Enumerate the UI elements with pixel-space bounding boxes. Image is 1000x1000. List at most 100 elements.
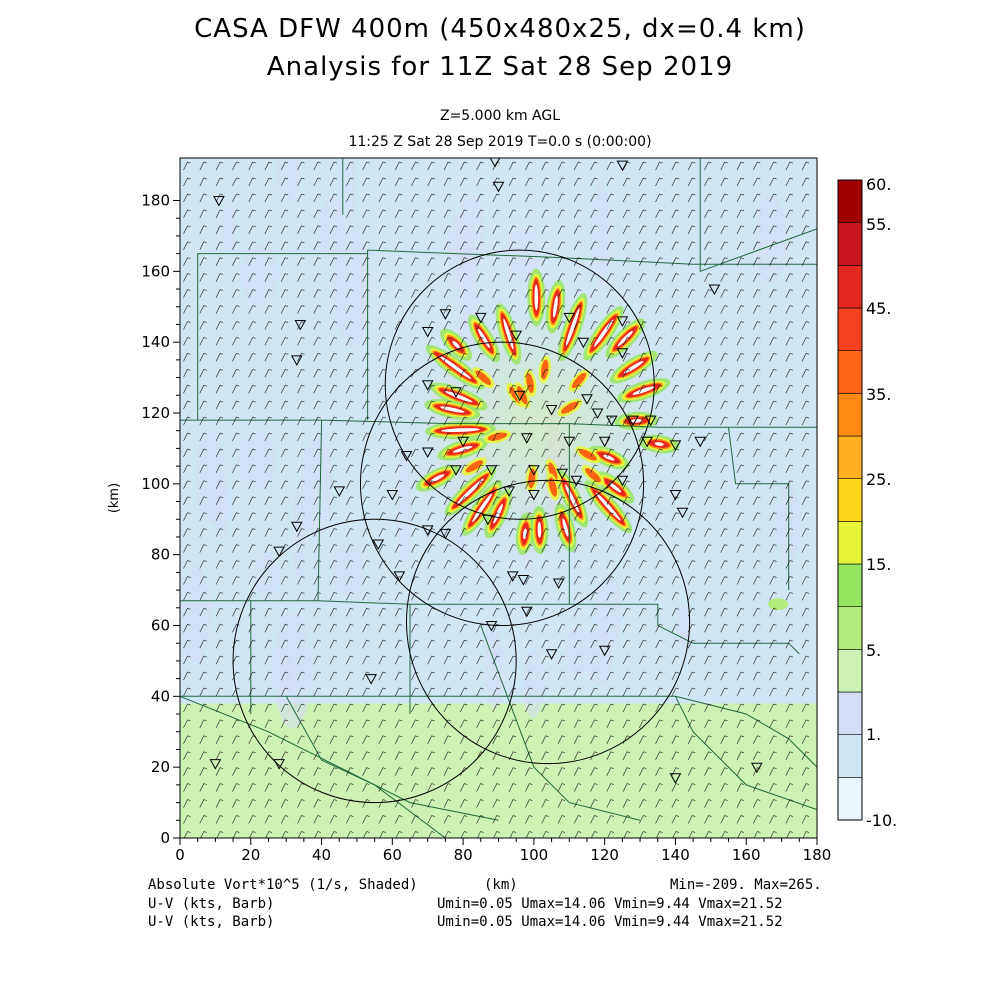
colorbar-swatch — [837, 520, 863, 565]
station-marker — [577, 337, 590, 349]
vorticity-streak — [527, 268, 546, 327]
colorbar-swatch — [837, 307, 863, 352]
x-tick-label: 120 — [590, 846, 619, 864]
radar-range-ring — [232, 518, 517, 804]
station-marker — [644, 415, 657, 427]
colorbar-label: 15. — [866, 555, 891, 574]
radar-range-ring — [359, 341, 645, 627]
chart-subtitle: Analysis for 11Z Sat 28 Sep 2019 — [266, 52, 734, 82]
barb-label-1: U-V (kts, Barb) — [148, 896, 275, 912]
vorticity-streak — [605, 318, 646, 359]
streak-core — [562, 518, 569, 537]
station-marker — [503, 486, 515, 497]
field-patch — [675, 603, 692, 644]
x-tick-label: 80 — [454, 846, 473, 864]
station-marker — [528, 490, 540, 501]
station-marker — [616, 316, 629, 327]
station-marker — [290, 355, 303, 366]
station-marker — [333, 486, 346, 497]
station-marker — [708, 284, 721, 296]
county-line — [180, 695, 817, 768]
station-marker — [457, 436, 469, 448]
streak-core — [552, 295, 558, 318]
station-marker — [372, 539, 385, 551]
field-patch — [254, 553, 279, 602]
streak-orange — [548, 462, 558, 482]
field-patch — [565, 626, 590, 675]
station-marker — [528, 465, 540, 476]
station-marker — [492, 181, 505, 193]
x-tick-label: 160 — [732, 846, 761, 864]
station-marker — [552, 578, 565, 590]
colorbar-swatch — [837, 478, 863, 522]
colorbar-frame — [837, 179, 863, 821]
min-max-label: Min=-209. Max=265. — [670, 877, 822, 893]
colorbar-swatch — [837, 734, 863, 778]
streak-core — [654, 442, 664, 446]
streak-core — [444, 390, 473, 403]
station-marker — [616, 348, 629, 359]
county-line — [699, 158, 817, 273]
colorbar-label: -10. — [866, 811, 897, 830]
station-marker — [598, 436, 611, 448]
radar-range-rings — [232, 249, 691, 804]
colorbar-swatch — [837, 691, 863, 736]
field-patch — [211, 475, 231, 540]
y-tick-label: 140 — [141, 333, 170, 351]
x-tick-label: 0 — [175, 846, 185, 864]
streak-core — [595, 492, 621, 521]
chart-title: CASA DFW 400m (450x480x25, dx=0.4 km) — [194, 14, 806, 44]
radar-range-ring — [384, 249, 655, 520]
field-patch — [301, 437, 333, 537]
streak-core — [603, 454, 615, 461]
vorticity-streak — [484, 489, 512, 539]
vorticity-streak — [515, 512, 535, 556]
vorticity-streak — [588, 445, 630, 470]
streak-core — [565, 308, 580, 346]
streak-core — [630, 419, 643, 423]
colorbar-label: 55. — [866, 215, 891, 234]
y-tick-label: 180 — [141, 192, 170, 210]
x-tick-label: 180 — [803, 846, 832, 864]
vorticity-field — [180, 158, 817, 838]
colorbar-label: 1. — [866, 725, 881, 744]
station-marker — [485, 465, 498, 476]
station-marker — [209, 759, 222, 770]
streak-orange — [487, 432, 508, 441]
station-marker — [616, 475, 629, 487]
y-tick-label: 100 — [141, 475, 170, 493]
station-marker — [581, 394, 593, 405]
county-line — [317, 420, 323, 601]
station-marker — [598, 645, 611, 657]
streak-orange — [475, 370, 492, 385]
colorbar-swatch — [837, 222, 863, 266]
station-marker — [510, 330, 523, 342]
station-marker — [439, 309, 452, 320]
vorticity-streak — [424, 398, 481, 421]
station-marker — [669, 773, 682, 784]
field-low-level-band — [180, 703, 817, 838]
station-marker — [421, 327, 434, 338]
vorticity-streak-inner — [557, 398, 583, 417]
field-patch — [396, 453, 412, 568]
y-tick-label: 40 — [151, 687, 170, 705]
streak-core — [564, 484, 580, 513]
county-boundaries — [180, 158, 817, 838]
station-marker — [273, 759, 285, 770]
station-marker — [290, 521, 303, 533]
barb-label-2: U-V (kts, Barb) — [148, 914, 275, 930]
station-marker — [616, 160, 629, 172]
vorticity-streak-inner — [568, 369, 590, 392]
level-label: Z=5.000 km AGL — [439, 108, 561, 124]
colorbar-label: 60. — [866, 175, 891, 194]
streak-core — [623, 361, 644, 374]
station-marker — [545, 405, 558, 416]
county-line — [480, 625, 641, 821]
station-marker — [750, 762, 763, 774]
station-marker — [570, 475, 583, 487]
vorticity-streak — [617, 378, 671, 403]
field-patch — [343, 158, 356, 223]
colorbar-swatch — [837, 392, 863, 437]
field-patch-east — [768, 598, 789, 611]
y-tick-label: 0 — [160, 829, 170, 847]
